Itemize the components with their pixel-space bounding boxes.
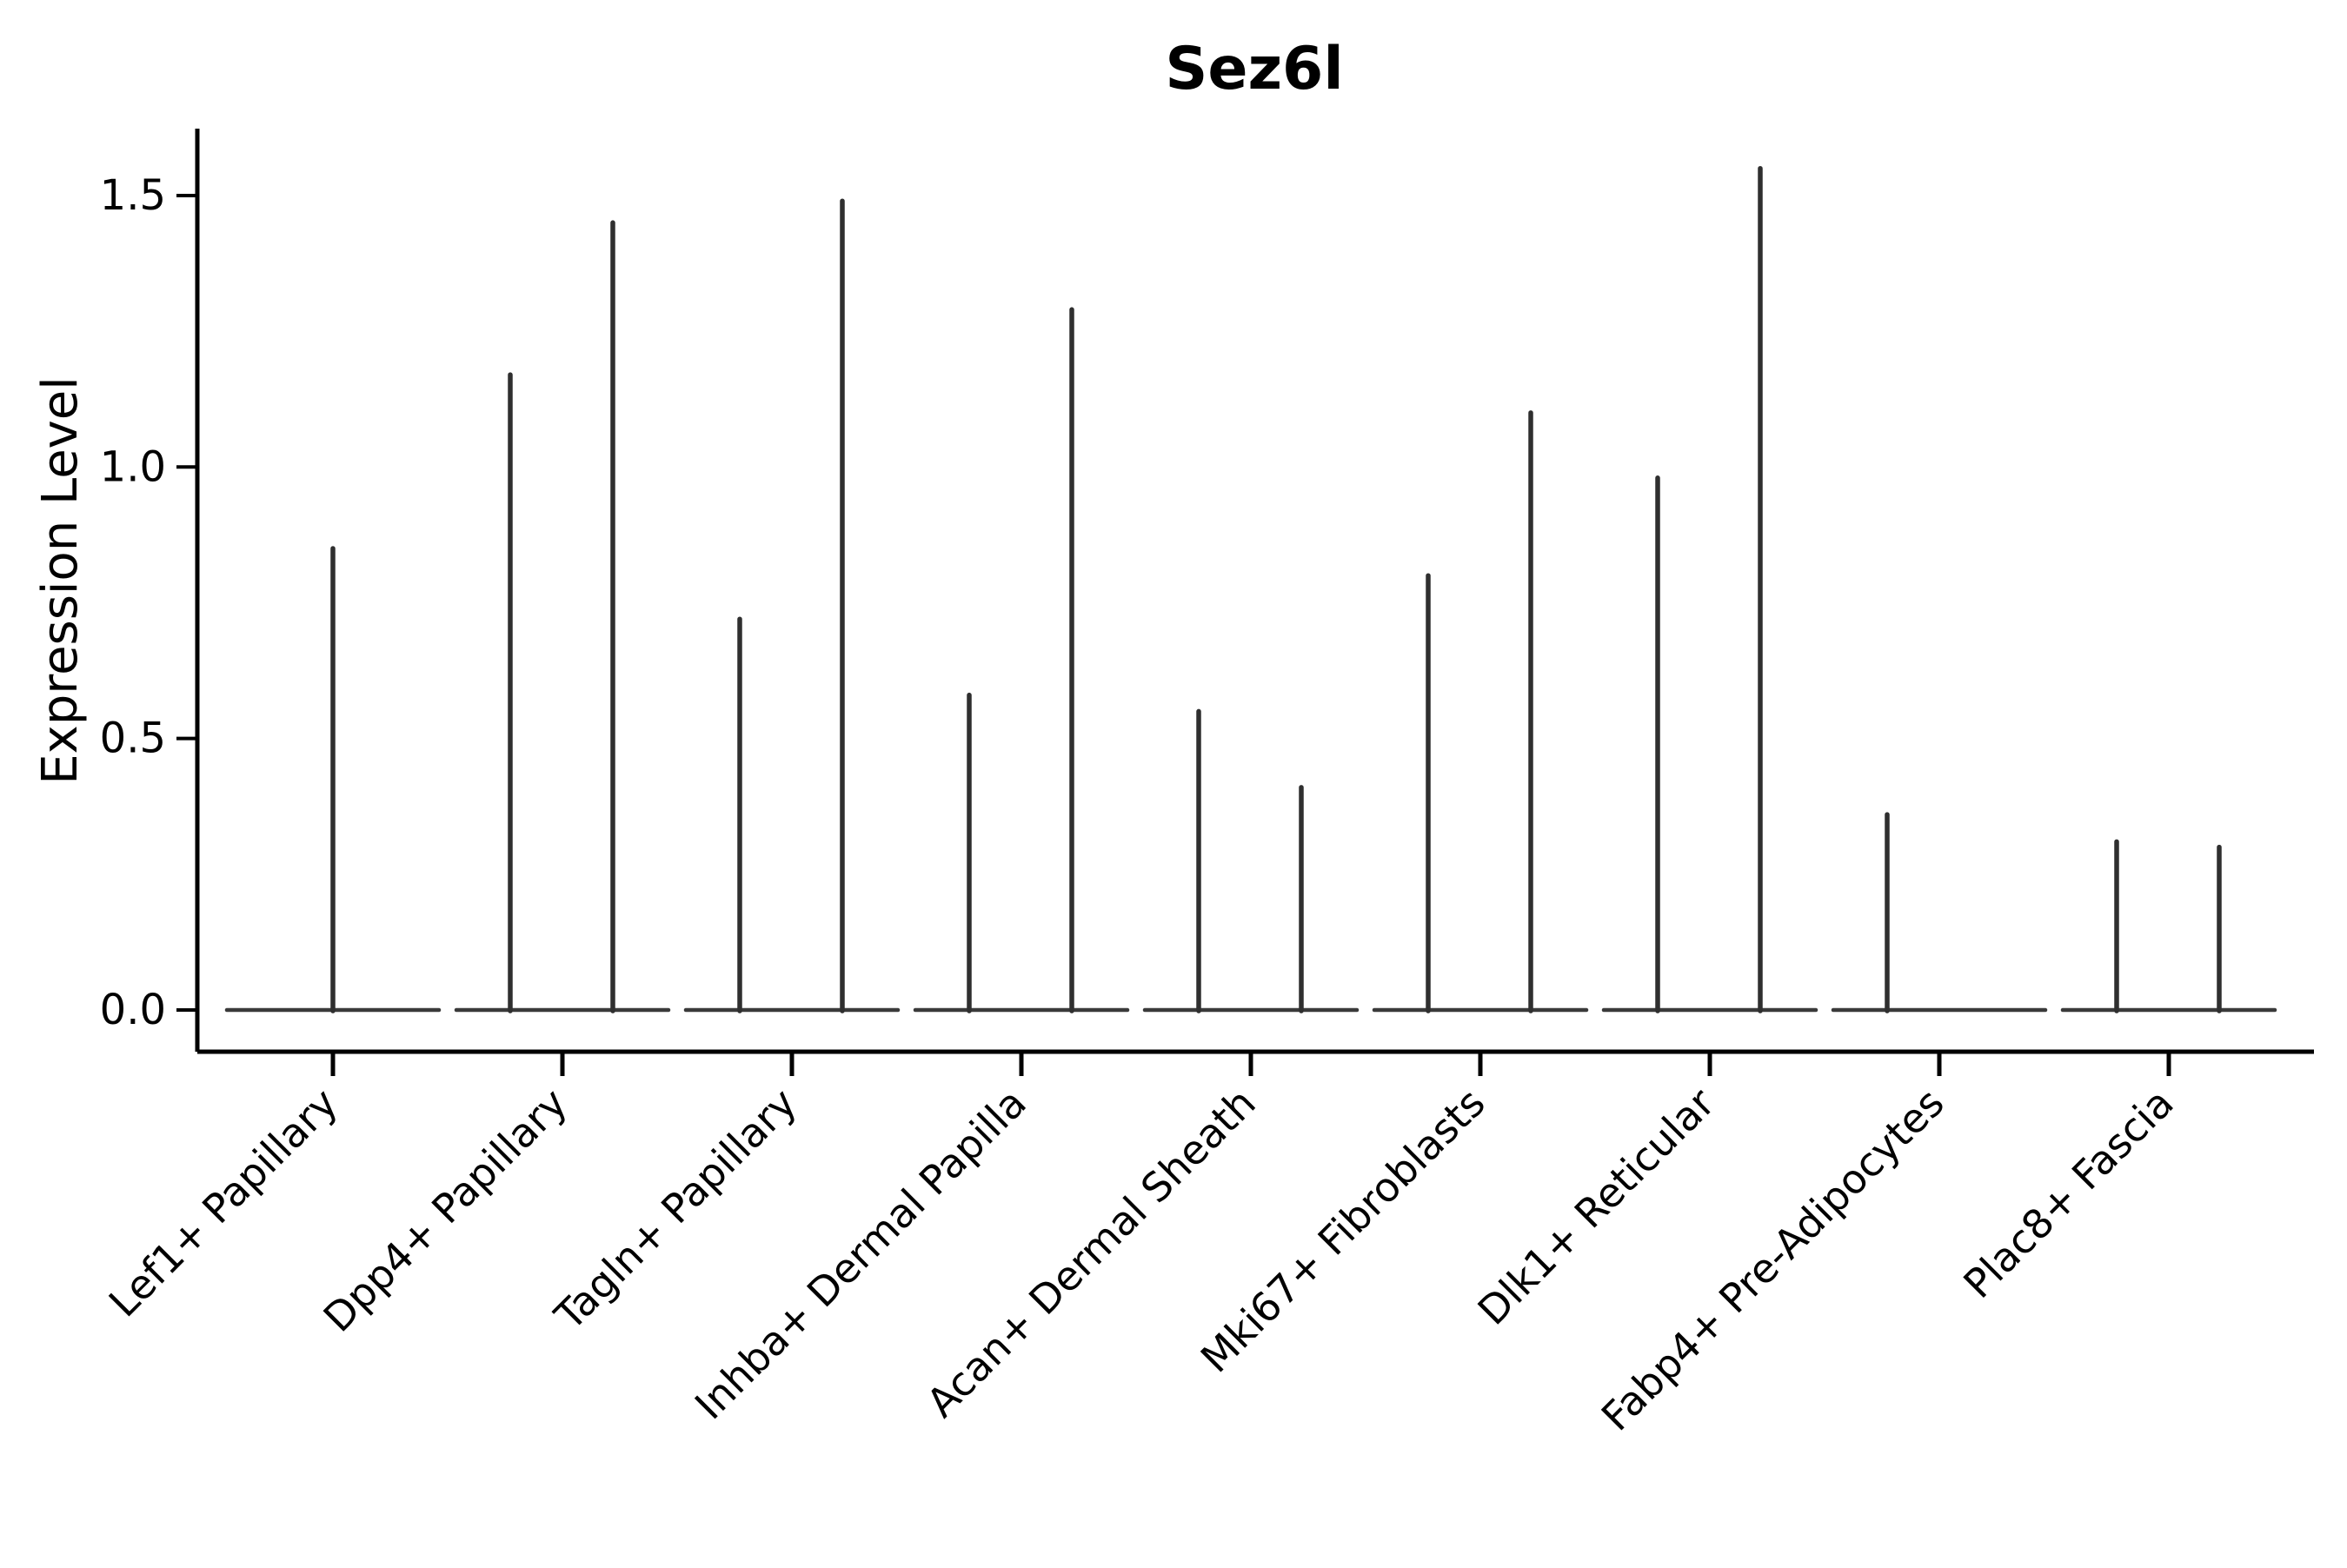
x-tick-label: Dpp4+ Papillary [315,1080,576,1341]
chart-title: Sez6l [1165,35,1343,103]
violin-group [2060,839,2277,1076]
x-tick-label: Plac8+ Fascia [1954,1080,2182,1307]
violin-group [1601,165,1818,1076]
y-tick-label: 0.5 [100,714,166,763]
axes: 0.0 0.5 1.0 1.5 [100,129,2314,1054]
violin-group [224,546,442,1076]
violin-group [1372,410,1589,1076]
x-tick-label: Lef1+ Papillary [100,1080,347,1326]
violin-group [913,307,1130,1076]
violins [224,165,2277,1076]
y-tick-label: 1.5 [100,171,166,220]
violin-group [683,198,901,1076]
x-tick-label: Dlk1+ Reticular [1469,1080,1724,1334]
y-axis-label: Expression Level [32,376,89,785]
violin-group [1142,708,1360,1076]
y-tick-label: 0.0 [100,986,166,1034]
x-tick-label: Tagln+ Papillary [545,1080,806,1340]
violin-group [454,220,671,1076]
y-tick-label: 1.0 [100,442,166,491]
violin-group [1831,812,2048,1076]
